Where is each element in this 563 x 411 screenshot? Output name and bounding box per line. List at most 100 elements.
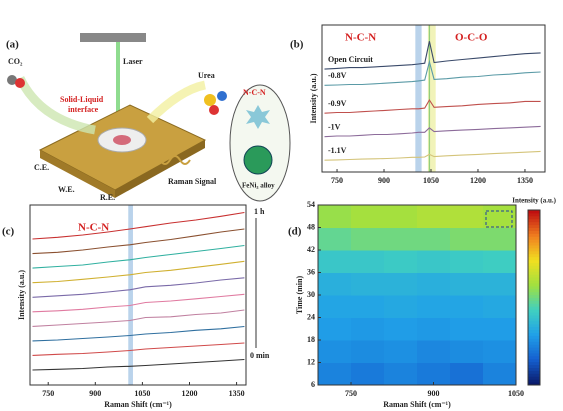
colorbar-step bbox=[528, 376, 540, 380]
series-label: -1V bbox=[328, 123, 341, 132]
series-label: -0.9V bbox=[328, 99, 347, 108]
cell-side bbox=[40, 150, 115, 198]
label: Solid-Liquid bbox=[60, 95, 104, 104]
spectrum bbox=[324, 125, 541, 138]
colorbar-step bbox=[528, 291, 540, 296]
colorbar-step bbox=[528, 262, 540, 266]
colorbar-step bbox=[528, 250, 540, 255]
heat-cell bbox=[384, 250, 418, 273]
heat-cell bbox=[450, 272, 484, 296]
plot bbox=[32, 205, 245, 385]
colorbar-step bbox=[528, 358, 540, 363]
colorbar-step bbox=[528, 277, 540, 281]
heat-cell bbox=[450, 340, 484, 363]
colorbar-step bbox=[528, 239, 540, 243]
heat-cell bbox=[318, 250, 352, 273]
colorbar-step bbox=[528, 317, 540, 322]
colorbar-step bbox=[528, 282, 540, 287]
heat-cell bbox=[483, 295, 516, 318]
x-tick-label: 750 bbox=[331, 176, 343, 185]
y-axis-label: Intensity (a.u.) bbox=[17, 270, 26, 320]
heat-cell bbox=[384, 340, 418, 363]
plot bbox=[324, 25, 541, 172]
colorbar-step bbox=[528, 303, 540, 307]
molecule bbox=[15, 78, 25, 88]
colorbar-step bbox=[528, 268, 540, 272]
band bbox=[415, 25, 422, 172]
heat-cell bbox=[450, 205, 484, 228]
y-tick-label: 42 bbox=[307, 245, 315, 254]
heat-cell bbox=[351, 250, 385, 273]
x-tick-label: 900 bbox=[89, 389, 101, 398]
colorbar-step bbox=[528, 230, 540, 234]
y-axis-label: Time (min) bbox=[295, 276, 304, 315]
heat-cell bbox=[318, 227, 352, 251]
colorbar-step bbox=[528, 265, 540, 269]
colorbar-step bbox=[528, 335, 540, 339]
x-tick-label: 750 bbox=[345, 389, 357, 398]
heat-cell bbox=[417, 250, 451, 273]
y-tick-label: 6 bbox=[311, 380, 315, 389]
spectrum bbox=[324, 98, 541, 114]
heat-cell bbox=[351, 295, 385, 318]
label: Urea bbox=[198, 71, 215, 80]
x-tick-label: 1050 bbox=[134, 389, 150, 398]
heat-cell bbox=[483, 272, 516, 296]
heat-cell bbox=[483, 227, 516, 251]
label: Laser bbox=[123, 57, 143, 66]
panel-label: (c) bbox=[2, 226, 15, 238]
cell-side bbox=[115, 140, 205, 198]
colorbar-step bbox=[528, 309, 540, 313]
colorbar-step bbox=[528, 326, 540, 331]
label: FeNi₃ alloy bbox=[242, 182, 275, 190]
spectrum bbox=[32, 211, 245, 240]
colorbar-step bbox=[528, 245, 540, 249]
x-axis-label: Raman Shift (cm⁻¹) bbox=[383, 400, 451, 409]
x-tick-label: 1050 bbox=[423, 176, 439, 185]
y-tick-label: 12 bbox=[307, 357, 315, 366]
series-label: -1.1V bbox=[328, 146, 347, 155]
heat-cell bbox=[450, 317, 484, 341]
colorbar-step bbox=[528, 210, 540, 214]
heat-cell bbox=[417, 295, 451, 318]
heat-cell bbox=[384, 362, 418, 385]
heat-cell bbox=[318, 205, 352, 228]
heat-cell bbox=[384, 227, 418, 251]
colorbar-step bbox=[528, 315, 540, 319]
colorbar-step bbox=[528, 285, 540, 290]
y-tick-label: 30 bbox=[307, 290, 315, 299]
axes-frame bbox=[321, 24, 546, 173]
sample bbox=[113, 135, 131, 145]
y-tick-label: 54 bbox=[307, 200, 315, 209]
y-axis-label: Intensity (a.u.) bbox=[309, 73, 318, 123]
spectrum bbox=[32, 309, 245, 327]
heat-cell bbox=[483, 340, 516, 363]
heat-cell bbox=[483, 205, 516, 228]
colorbar-step bbox=[528, 233, 540, 237]
heat-cell bbox=[351, 317, 385, 341]
heat-cell bbox=[384, 205, 418, 228]
x-tick-label: 1350 bbox=[229, 389, 245, 398]
arrow bbox=[146, 80, 207, 124]
spectrum bbox=[324, 41, 541, 70]
colorbar-step bbox=[528, 294, 540, 298]
colorbar-step bbox=[528, 227, 540, 231]
label: Raman Signal bbox=[168, 177, 217, 186]
colorbar-step bbox=[528, 338, 540, 342]
colorbar-step bbox=[528, 256, 540, 261]
colorbar-step bbox=[528, 242, 540, 246]
x-tick-label: 1350 bbox=[517, 176, 533, 185]
y-tick-label: 36 bbox=[307, 267, 315, 276]
spectrum bbox=[32, 342, 245, 356]
colorbar-step bbox=[528, 361, 540, 366]
heat-cell bbox=[318, 362, 352, 385]
colorbar-step bbox=[528, 288, 540, 293]
heat-cell bbox=[384, 295, 418, 318]
y-tick-label: 18 bbox=[307, 335, 315, 344]
annotation: N-C-N bbox=[78, 222, 109, 234]
annotation: O-C-O bbox=[455, 32, 488, 44]
colorbar-step bbox=[528, 300, 540, 304]
heat-cell bbox=[318, 272, 352, 296]
label: C.E. bbox=[34, 163, 49, 172]
